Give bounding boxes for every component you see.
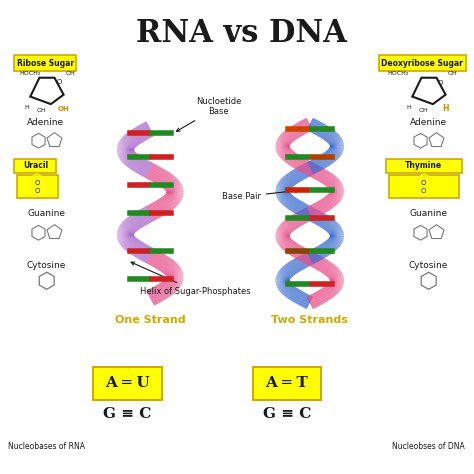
- FancyBboxPatch shape: [14, 55, 76, 71]
- Text: Base Pair: Base Pair: [222, 189, 299, 201]
- Text: HOCH₂: HOCH₂: [387, 71, 409, 75]
- Text: Adenine: Adenine: [410, 118, 447, 128]
- Text: Two Strands: Two Strands: [271, 315, 348, 325]
- Text: Adenine: Adenine: [27, 118, 64, 128]
- Text: HOCH₂: HOCH₂: [19, 71, 40, 75]
- Text: Cytosine: Cytosine: [409, 261, 448, 270]
- Text: H: H: [407, 105, 411, 110]
- Text: ⬡: ⬡: [419, 272, 438, 292]
- Text: Nucleobases of RNA: Nucleobases of RNA: [8, 442, 85, 451]
- Text: One Strand: One Strand: [115, 315, 185, 325]
- Text: ⬡: ⬡: [411, 172, 436, 200]
- Text: OH: OH: [419, 108, 428, 113]
- Text: H: H: [25, 105, 29, 110]
- Text: H: H: [442, 104, 449, 113]
- Text: Helix of Sugar-Phosphates: Helix of Sugar-Phosphates: [131, 262, 251, 296]
- Text: Guanine: Guanine: [27, 209, 65, 218]
- Text: ⬡: ⬡: [36, 272, 56, 292]
- FancyBboxPatch shape: [93, 366, 162, 400]
- Text: ⬡⬠: ⬡⬠: [29, 131, 63, 150]
- FancyBboxPatch shape: [379, 55, 466, 71]
- FancyBboxPatch shape: [253, 366, 321, 400]
- Text: O: O: [421, 180, 427, 186]
- Text: Uracil: Uracil: [23, 161, 48, 170]
- Text: Deoxyribose Sugar: Deoxyribose Sugar: [382, 59, 463, 68]
- Text: ⬡: ⬡: [26, 172, 50, 200]
- Text: Guanine: Guanine: [409, 209, 447, 218]
- Text: Ribose Sugar: Ribose Sugar: [17, 59, 74, 68]
- Text: Nucleobses of DNA: Nucleobses of DNA: [392, 442, 465, 451]
- Text: OH: OH: [37, 108, 46, 113]
- Text: OH: OH: [447, 71, 457, 75]
- Text: RNA vs DNA: RNA vs DNA: [136, 18, 347, 49]
- Text: OH: OH: [58, 106, 70, 112]
- Text: A ═ T: A ═ T: [265, 376, 308, 390]
- Text: O: O: [438, 80, 443, 86]
- Text: ⬡⬠: ⬡⬠: [411, 223, 445, 242]
- Text: OH: OH: [65, 71, 75, 75]
- Text: Nucloetide
Base: Nucloetide Base: [176, 97, 241, 131]
- FancyBboxPatch shape: [389, 175, 459, 198]
- FancyBboxPatch shape: [17, 175, 58, 198]
- Text: ⬡⬠: ⬡⬠: [29, 223, 63, 242]
- Text: A ═ U: A ═ U: [105, 376, 150, 390]
- Text: O: O: [35, 188, 40, 194]
- Text: O: O: [421, 188, 427, 194]
- Text: Cytosine: Cytosine: [27, 261, 66, 270]
- Text: O: O: [35, 180, 40, 186]
- Text: G ≡ C: G ≡ C: [103, 407, 152, 421]
- Text: O: O: [56, 80, 62, 85]
- Text: ⬡⬠: ⬡⬠: [411, 131, 445, 150]
- FancyBboxPatch shape: [386, 159, 462, 173]
- FancyBboxPatch shape: [14, 159, 56, 173]
- Text: Thymine: Thymine: [405, 161, 442, 170]
- Text: G ≡ C: G ≡ C: [263, 407, 311, 421]
